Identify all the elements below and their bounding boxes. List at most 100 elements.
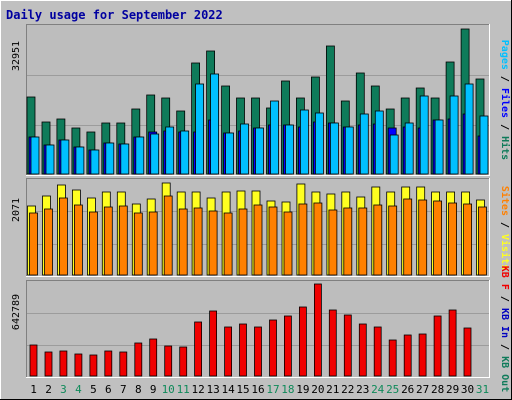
bar [193,207,203,276]
series-kb-f [29,283,472,377]
bar [433,315,442,377]
panel-legend: KB F / KB In / KB Out [499,266,510,392]
bar [164,345,173,377]
bar [90,149,100,175]
bar [163,195,173,276]
bar [45,144,55,175]
bar [313,283,322,377]
bar [464,83,474,175]
legend-entry: / [499,290,510,308]
x-tick-label: 20 [311,383,324,396]
bar [44,208,53,276]
x-tick-label: 14 [221,383,235,396]
x-tick-label: 1 [30,383,37,396]
bar [103,206,113,276]
legend-entry: KB F [499,266,510,290]
bar [105,142,115,175]
bar [419,95,429,175]
legend-entry: / [499,118,510,136]
legend-entry: / [499,216,510,234]
bar [269,319,277,377]
bar [344,126,354,175]
bar [403,334,412,377]
bar [120,143,130,175]
x-axis-labels: 1 2 3 4 5 6 7 8 9 10 11 12 13 14 15 16 17 18 19 20 21 22 23 24 2… [30,383,489,396]
bar [283,315,292,377]
bar [134,342,143,377]
bar [328,309,337,377]
panel-legend: Sites / Visits [499,186,511,270]
bar [389,134,399,175]
bar [225,132,235,175]
chart-title: Daily usage for September 2022 [6,8,223,22]
x-tick-label: 19 [296,383,309,396]
bar [179,346,188,377]
bar [343,314,352,377]
x-tick-label: 27 [416,383,429,396]
bar [224,326,233,377]
bar [448,309,457,377]
bar [59,350,68,377]
bar [463,203,473,276]
bar [463,327,472,377]
bar [208,210,218,276]
x-tick-label: 12 [191,383,204,396]
bar [285,124,294,175]
bar [178,208,188,276]
bar [478,206,487,276]
bar [433,200,443,276]
x-tick-label: 7 [120,383,127,396]
x-tick-label: 26 [401,383,414,396]
x-tick-label: 29 [446,383,459,396]
bar [283,211,293,276]
bar [359,113,369,175]
bar [29,212,38,276]
bar [59,197,68,276]
bar [388,205,398,276]
bar [343,207,353,276]
bar [328,209,338,276]
bar [133,212,143,276]
x-tick-label: 6 [105,383,112,396]
bar [135,136,145,175]
legend-entry: KB In [499,308,510,338]
bar [104,350,113,377]
bar [148,211,158,276]
x-tick-label: 21 [326,383,339,396]
bar [195,83,205,175]
x-tick-label: 2 [45,383,52,396]
bar [255,127,264,175]
bar [29,344,38,377]
bar [238,208,248,276]
x-tick-label: 15 [236,383,249,396]
x-tick-label: 4 [75,383,82,396]
bar [374,110,384,175]
x-tick-label: 11 [177,383,190,396]
bar [209,310,218,377]
x-tick-label: 3 [60,383,67,396]
panel-middle: 2071 Sites / Visits [11,178,511,277]
bar [149,338,158,377]
legend-entry: / [499,338,510,356]
bar [253,204,263,276]
x-tick-label: 5 [90,383,97,396]
x-tick-label: 22 [341,383,354,396]
bar [119,351,128,377]
x-tick-label: 17 [266,383,279,396]
bar [418,333,427,377]
bar [44,351,53,377]
series-pages [30,73,489,175]
bar [373,326,382,377]
legend-entry: Visits [499,234,511,270]
legend-entry: Pages [499,40,510,70]
legend-entry: Hits [499,136,511,160]
panel-bottom: 642789 KB F / KB In / KB Out [11,266,510,392]
bar [479,115,489,175]
bar [194,321,203,377]
bar [388,339,397,377]
bar [74,353,83,377]
bar [329,122,339,175]
x-tick-label: 16 [251,383,264,396]
